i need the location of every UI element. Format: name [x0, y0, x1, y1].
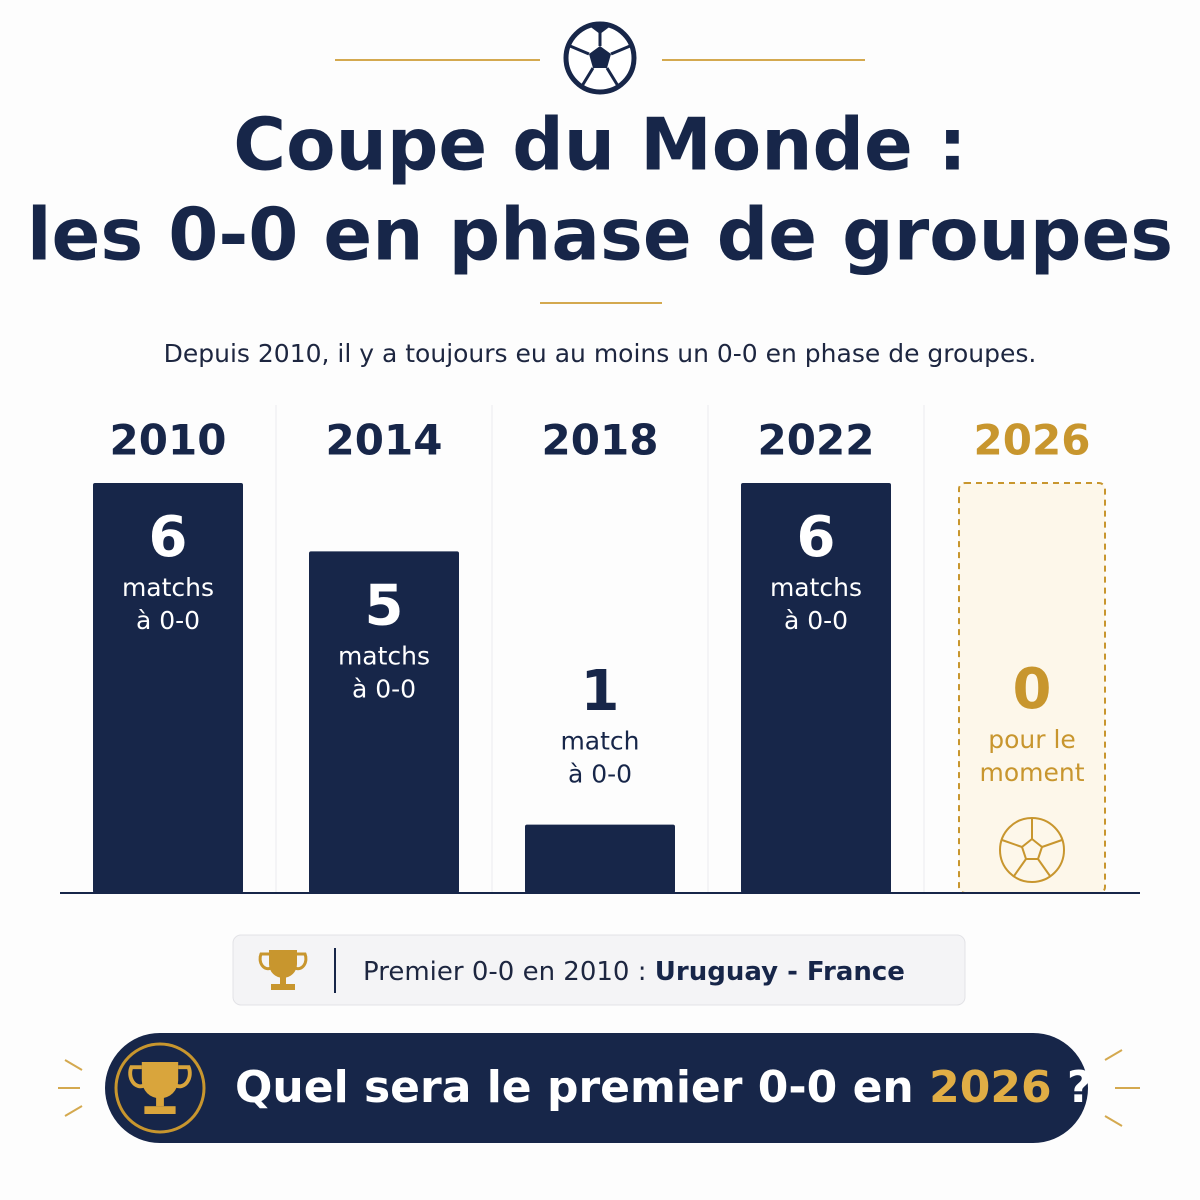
- value-sublabel: matchs: [770, 573, 862, 602]
- value-sublabel: à 0-0: [136, 606, 200, 635]
- footnote-match: Uruguay - France: [655, 957, 905, 987]
- cta-trophy-icon: [128, 1062, 192, 1114]
- value-label: 5: [365, 573, 404, 638]
- cta-highlight: 2026: [929, 1062, 1051, 1113]
- value-sublabel: matchs: [338, 641, 430, 670]
- x-tick-label: 2026: [974, 416, 1091, 465]
- sparkles: [58, 1049, 1140, 1127]
- cta-banner: [105, 1033, 1088, 1143]
- value-sublabel: à 0-0: [784, 606, 848, 635]
- value-label: 0: [1013, 657, 1052, 722]
- ball-outline-icon: [999, 817, 1065, 883]
- x-tick-label: 2018: [542, 416, 659, 465]
- footnote: Premier 0-0 en 2010 : Uruguay - France: [363, 957, 905, 987]
- cta-text: Quel sera le premier 0-0 en 2026 ?: [235, 1062, 1092, 1113]
- trophy-icon: [258, 950, 308, 990]
- bar: [741, 483, 891, 893]
- value-sublabel: à 0-0: [568, 760, 632, 789]
- value-label: 6: [797, 505, 836, 570]
- value-sublabel: à 0-0: [352, 674, 416, 703]
- value-sublabel: matchs: [122, 573, 214, 602]
- ball-icon: [563, 21, 637, 95]
- value-label: 6: [149, 505, 188, 570]
- x-tick-label: 2022: [758, 416, 875, 465]
- x-tick-label: 2010: [110, 416, 227, 465]
- bar: [525, 824, 675, 893]
- bar: [309, 551, 459, 893]
- value-sublabel: moment: [979, 758, 1084, 787]
- title-line: les 0-0 en phase de groupes: [27, 193, 1173, 277]
- footnote-box: [232, 934, 966, 1006]
- cta-question: Quel sera le premier 0-0 en: [235, 1062, 914, 1113]
- title-line: Coupe du Monde :: [233, 103, 966, 187]
- value-label: 1: [581, 659, 620, 724]
- subtitle: Depuis 2010, il y a toujours eu au moins…: [164, 339, 1037, 368]
- bar: [93, 483, 243, 893]
- value-sublabel: pour le: [988, 725, 1076, 754]
- cta-end: ?: [1067, 1062, 1093, 1113]
- x-tick-label: 2014: [326, 416, 443, 465]
- value-sublabel: match: [560, 727, 639, 756]
- footnote-text: Premier 0-0 en 2010 :: [363, 957, 647, 987]
